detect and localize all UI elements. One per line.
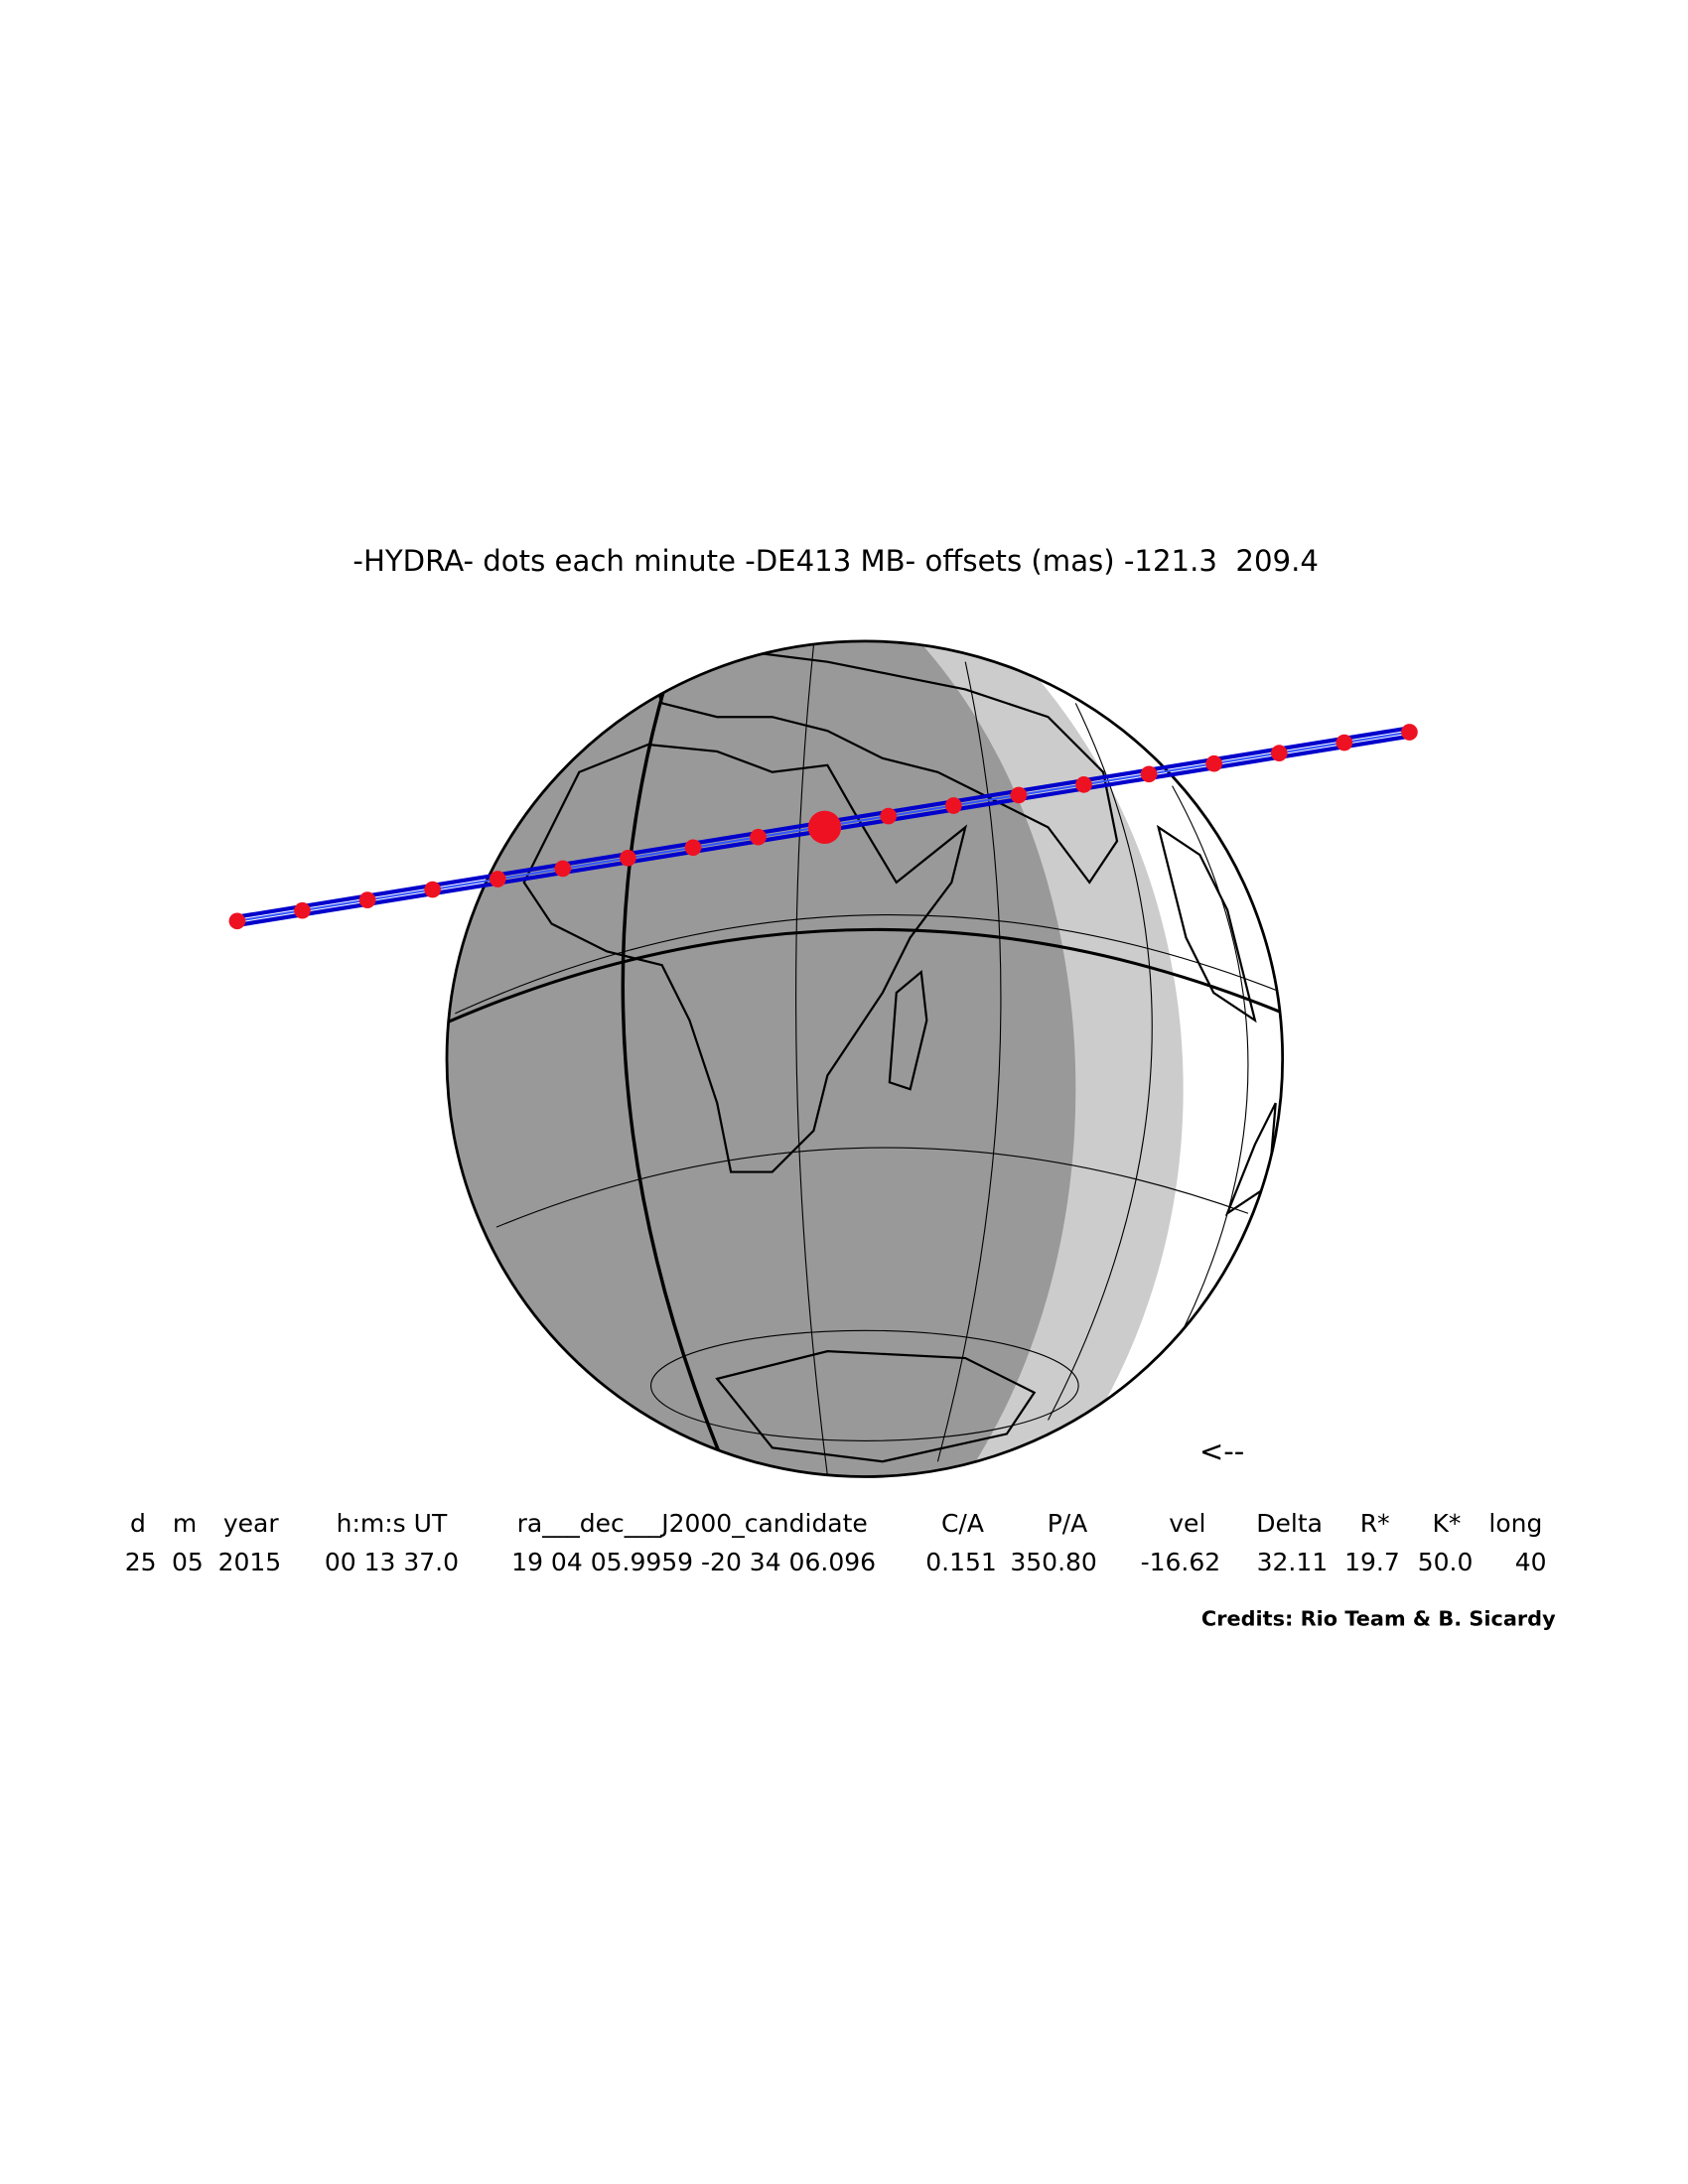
- table-cell: 05: [172, 1548, 204, 1576]
- table-header: d m year h:m:s UT ra___dec___J2000_candidate…: [130, 1509, 1542, 1538]
- table-cell: 00 13 37.0: [325, 1548, 459, 1576]
- minute-dot: [1205, 754, 1223, 772]
- minute-dot: [880, 807, 898, 825]
- minute-dot: [1401, 724, 1418, 741]
- minute-dot: [620, 850, 636, 867]
- table-cell: -16.62: [1141, 1548, 1221, 1576]
- table-header-cell: d: [130, 1509, 146, 1538]
- table-cell: 32.11: [1257, 1548, 1329, 1576]
- table-header-cell: m: [173, 1509, 197, 1538]
- minute-dot: [228, 912, 246, 930]
- table-header-cell: vel: [1169, 1509, 1205, 1538]
- table-cell: 19.7: [1344, 1548, 1400, 1576]
- minute-dot: [554, 860, 572, 878]
- table-row: 25 05 2015 00 13 37.0 19 04 05.9959 -20 34 0…: [125, 1548, 1547, 1576]
- minute-dot: [424, 881, 441, 898]
- globe-outline: [445, 639, 1285, 1478]
- globe: [447, 640, 1283, 1477]
- minute-dot: [358, 891, 376, 908]
- minute-dot: [750, 828, 767, 846]
- graticule: [455, 644, 1283, 1476]
- minute-dot: [489, 871, 506, 887]
- table-header-cell: R*: [1360, 1509, 1390, 1538]
- table-header-cell: ra___dec___J2000_candidate: [517, 1509, 868, 1538]
- night-zone: [447, 640, 1076, 1477]
- minute-dot: [1010, 786, 1028, 804]
- table-cell: 350.80: [1010, 1548, 1096, 1576]
- equator: [447, 927, 1283, 1024]
- coastlines: [522, 646, 1277, 1463]
- shadow-path: [228, 724, 1418, 930]
- minute-dot: [294, 901, 311, 919]
- minute-dot: [1270, 745, 1288, 761]
- table-header-cell: Delta: [1256, 1509, 1323, 1538]
- minute-dot: [684, 839, 702, 857]
- table-header-cell: C/A: [941, 1509, 984, 1538]
- table-header-cell: year: [223, 1509, 279, 1538]
- table-cell: 0.151: [925, 1548, 997, 1576]
- table-header-cell: K*: [1432, 1509, 1461, 1538]
- minute-dot: [1140, 765, 1158, 783]
- minute-dot: [945, 797, 962, 814]
- table-cell: 50.0: [1418, 1548, 1474, 1576]
- table-cell: 40: [1515, 1548, 1547, 1576]
- table-cell: 25: [125, 1548, 157, 1576]
- credits: Credits: Rio Team & B. Sicardy: [1201, 1606, 1556, 1630]
- table-header-cell: h:m:s UT: [337, 1509, 448, 1538]
- central-instant-dot: [807, 810, 842, 844]
- meridian: [621, 658, 726, 1465]
- table-header-cell: P/A: [1048, 1509, 1088, 1538]
- direction-arrow: <--: [1199, 1434, 1244, 1468]
- map-title: -HYDRA- dots each minute -DE413 MB- offs…: [352, 544, 1318, 578]
- table-header-cell: long: [1488, 1509, 1542, 1538]
- minute-dot: [1075, 776, 1092, 793]
- minute-dot: [1336, 734, 1353, 751]
- table-cell: 2015: [218, 1548, 282, 1576]
- table-cell: 19 04 05.9959 -20 34 06.096: [511, 1548, 876, 1576]
